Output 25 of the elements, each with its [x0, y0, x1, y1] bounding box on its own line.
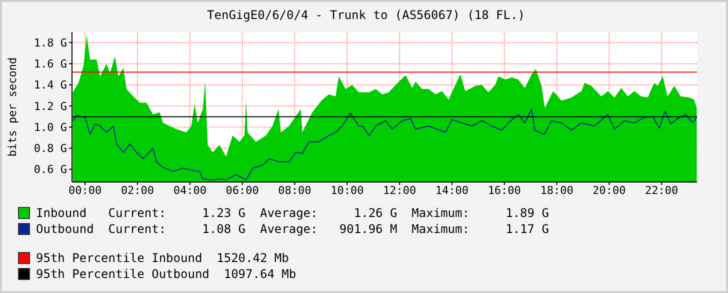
x-tick-label: 12:00	[383, 184, 416, 197]
x-tick-label: 06:00	[226, 184, 259, 197]
y-tick-label: 1.6 G	[34, 58, 67, 71]
legend-label: 95th Percentile Inbound 1520.42 Mb	[36, 250, 289, 266]
y-tick-label: 1.8 G	[34, 36, 67, 50]
x-tick-label: 08:00	[278, 184, 312, 197]
text: Outbound Current: 1.08 G Average: 901.96 M Maximum: 1.17 G	[36, 222, 549, 236]
x-tick-label: 16:00	[488, 184, 521, 197]
x-tick-label: 04:00	[173, 184, 206, 197]
chart-title: TenGigE0/6/0/4 - Trunk to (AS56067) (18 FL.)	[206, 8, 526, 22]
y-tick-label: 1.4 G	[34, 78, 67, 92]
y-tick-label: 1.2 G	[34, 100, 67, 113]
x-tick-label: 02:00	[120, 184, 154, 197]
x-tick-label: 14:00	[435, 184, 469, 197]
y-tick-label: 0.6 G	[34, 163, 67, 176]
x-tick-label: 20:00	[592, 184, 626, 197]
x-tick-label: 00:00	[68, 184, 102, 197]
x-tick-label: 22:00	[645, 184, 678, 197]
text: Inbound Current: 1.23 G Average: 1.26 G Maximum: 1.89 G	[36, 206, 549, 220]
x-tick-label: 10:00	[330, 184, 364, 197]
y-axis-title: bits per second	[6, 57, 19, 157]
legend-label: 95th Percentile Outbound 1097.64 Mb	[36, 266, 296, 282]
y-tick-label: 0.8 G	[34, 142, 67, 156]
y-tick-label: 1.0 G	[34, 120, 67, 134]
x-tick-label: 18:00	[540, 184, 574, 197]
